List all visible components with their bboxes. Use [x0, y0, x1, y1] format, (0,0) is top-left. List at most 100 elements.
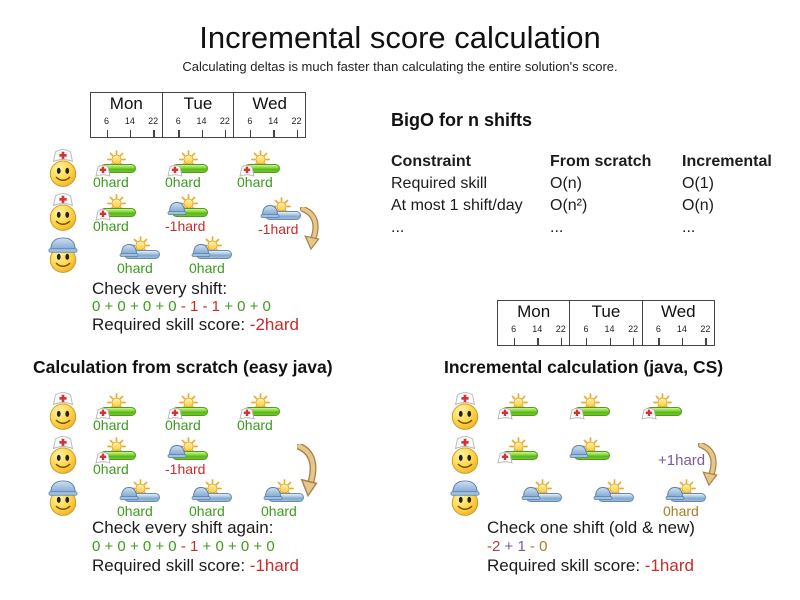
shift	[569, 437, 612, 481]
tick-mark	[633, 338, 635, 345]
helmet-icon	[167, 445, 187, 458]
sum-part: 0 + 0 + 0 + 0	[92, 298, 181, 315]
builder-emoji	[448, 477, 482, 517]
shift: -1hard	[165, 437, 210, 481]
shift: 0hard	[165, 150, 210, 194]
shift-score: 0hard	[261, 503, 297, 519]
table-cell: O(n)	[550, 175, 582, 192]
nurse-emoji	[46, 148, 80, 188]
day-label: Tue	[183, 94, 213, 113]
shift: 0hard	[165, 393, 210, 437]
tick-label: 22	[700, 324, 711, 334]
table-cell: O(n²)	[550, 197, 588, 214]
score-value: -1hard	[644, 556, 694, 575]
helmet-icon	[569, 445, 589, 458]
helmet-icon	[593, 487, 613, 500]
helmet-icon	[119, 487, 139, 500]
tick-label: 14	[676, 324, 687, 334]
shift-score: 0hard	[189, 503, 225, 519]
tick-mark	[609, 338, 611, 345]
score-sum: 0 + 0 + 0 + 0 - 1 - 1 + 0 + 0	[92, 298, 271, 315]
builder-emoji	[46, 234, 80, 274]
shift-score: 0hard	[165, 417, 201, 433]
shift: 0hard	[117, 479, 162, 523]
helmet-icon	[521, 487, 541, 500]
score-label: Required skill score:	[92, 315, 246, 334]
shift: -1hard	[258, 197, 303, 241]
tick-label: 6	[655, 324, 661, 334]
helmet-icon	[191, 487, 211, 500]
score-sum: -2 + 1 - 0	[487, 538, 547, 555]
day-label: Tue	[591, 302, 621, 321]
shift-score: 0hard	[93, 461, 129, 477]
tick-label: 14	[532, 324, 543, 334]
timeline-day-wed: Wed 6 14 22	[643, 301, 714, 345]
timeline-week-top: Mon 6 14 22 Tue 6 14 22 Wed 6 14 22	[90, 92, 306, 138]
tick-mark	[224, 130, 227, 137]
sum-part: 0 + 0 + 0 + 0	[92, 538, 181, 555]
section-heading-incremental: Incremental calculation (java, CS)	[444, 357, 724, 377]
column-header: From scratch	[550, 153, 652, 170]
table-cell: ...	[550, 219, 564, 236]
tick-label: 22	[555, 324, 566, 334]
shift-score: 0hard	[165, 174, 201, 190]
tick-mark	[249, 130, 252, 137]
day-label: Wed	[252, 94, 287, 113]
timeline-day-tue: Tue 6 14 22	[570, 301, 643, 345]
column-header: Incremental	[682, 153, 772, 170]
bigo-heading: BigO for n shifts	[391, 110, 532, 130]
section-heading-scratch: Calculation from scratch (easy java)	[33, 357, 333, 377]
timeline-day-mon: Mon 6 14 22	[91, 93, 163, 137]
tick-mark	[273, 130, 275, 137]
sum-part: - 1	[180, 538, 203, 555]
sum-part: + 0 + 0 + 0	[202, 538, 275, 555]
table-cell: ...	[682, 219, 696, 236]
shift-score: 0hard	[117, 260, 153, 276]
nurse-emoji	[46, 435, 80, 475]
shift	[497, 437, 540, 481]
helmet-icon	[263, 487, 283, 500]
shift	[497, 393, 540, 437]
shift-score: 0hard	[117, 503, 153, 519]
tick-mark	[705, 338, 707, 345]
tick-mark	[106, 130, 108, 137]
day-label: Wed	[660, 302, 696, 321]
tick-mark	[153, 130, 155, 137]
score-line: Required skill score: -1hard	[487, 556, 694, 575]
move-arrow-icon	[300, 207, 321, 251]
check-label: Check one shift (old & new)	[487, 518, 695, 537]
nurse-emoji	[46, 391, 80, 431]
tick-label: 22	[291, 116, 302, 126]
tick-mark	[129, 130, 132, 137]
tick-mark	[658, 338, 660, 345]
table-cell: Required skill	[391, 175, 488, 192]
sum-part: + 0 + 0	[224, 298, 271, 315]
check-label: Check every shift again:	[92, 518, 274, 537]
helmet-icon	[665, 487, 685, 500]
shift: -1hard	[165, 194, 210, 238]
shift	[641, 393, 684, 437]
shift: 0hard	[189, 479, 234, 523]
tick-label: 6	[104, 116, 110, 126]
tick-label: 14	[196, 116, 207, 126]
timeline-week-right: Mon 6 14 22 Tue 6 14 22 Wed 6 14 22	[497, 300, 715, 346]
shift: 0hard	[261, 479, 306, 523]
nurse-hat-icon	[569, 407, 585, 420]
score-label: Required skill score:	[487, 556, 641, 575]
shift-score: -1hard	[165, 218, 206, 234]
timeline-day-wed: Wed 6 14 22	[234, 93, 305, 137]
tick-label: 22	[148, 116, 159, 126]
shift-score: 0hard	[93, 417, 129, 433]
day-label: Mon	[109, 94, 143, 113]
shift: 0hard	[189, 236, 234, 280]
tick-label: 6	[175, 116, 181, 126]
helmet-icon	[260, 205, 280, 218]
score-label: Required skill score:	[92, 556, 246, 575]
shift-score: -1hard	[165, 461, 206, 477]
tick-label: 14	[604, 324, 615, 334]
helmet-icon	[119, 244, 139, 257]
shift: 0hard	[237, 150, 282, 194]
table-cell: O(n)	[682, 197, 714, 214]
bigo-table: Constraint From scratch Incremental Requ…	[391, 151, 794, 239]
shift-score: 0hard	[663, 503, 699, 519]
